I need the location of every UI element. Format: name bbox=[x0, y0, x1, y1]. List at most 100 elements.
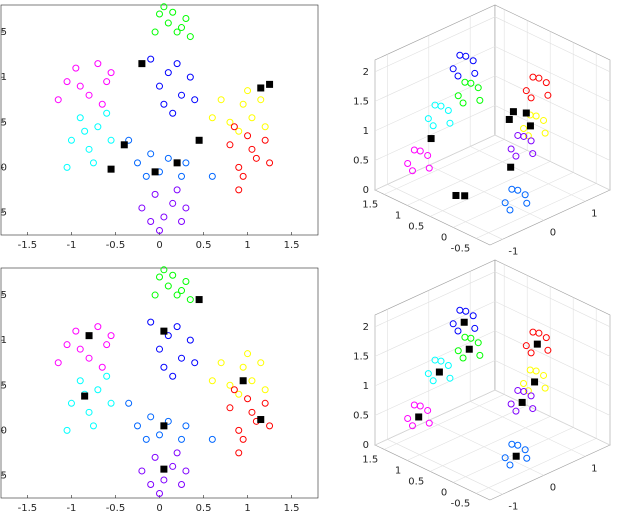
point-marker bbox=[514, 386, 522, 394]
point-marker bbox=[540, 116, 548, 124]
point-marker bbox=[94, 323, 102, 331]
point-marker bbox=[160, 266, 168, 274]
point-marker bbox=[76, 345, 84, 353]
point-marker bbox=[431, 356, 439, 364]
point-marker bbox=[76, 377, 84, 385]
point-marker bbox=[103, 341, 111, 349]
point-marker bbox=[541, 129, 549, 137]
point-marker bbox=[156, 82, 163, 90]
point-marker bbox=[454, 347, 462, 355]
point-marker bbox=[529, 405, 537, 413]
point-marker bbox=[522, 342, 530, 350]
point-marker bbox=[501, 199, 509, 207]
y-tick-label: 1 bbox=[1, 72, 7, 83]
x-tick-label: 0 bbox=[550, 482, 556, 493]
point-marker bbox=[459, 354, 467, 362]
point-marker bbox=[244, 87, 252, 95]
grid-line bbox=[494, 75, 611, 132]
grid-line bbox=[494, 389, 611, 446]
point-marker bbox=[474, 84, 482, 92]
point-marker bbox=[512, 152, 520, 160]
point-marker bbox=[156, 431, 163, 439]
grid-line bbox=[407, 150, 528, 206]
point-marker bbox=[182, 15, 190, 23]
point-marker bbox=[178, 217, 186, 225]
point-marker bbox=[230, 386, 238, 394]
point-marker bbox=[85, 354, 93, 362]
point-marker bbox=[261, 386, 269, 394]
point-marker bbox=[169, 271, 177, 279]
point-marker bbox=[469, 312, 477, 320]
plot-area bbox=[0, 4, 319, 236]
z-tick-label: 1 bbox=[363, 381, 369, 392]
point-marker bbox=[125, 399, 133, 407]
x-tick-label: 1.5 bbox=[284, 503, 300, 514]
point-marker bbox=[248, 145, 256, 153]
grid-line bbox=[494, 301, 611, 357]
point-marker bbox=[63, 163, 71, 171]
grid-line bbox=[476, 183, 597, 239]
point-marker bbox=[151, 28, 159, 36]
centroid-marker bbox=[195, 136, 203, 144]
grid-line bbox=[430, 416, 551, 472]
point-marker bbox=[173, 449, 181, 457]
centroid-marker bbox=[266, 80, 274, 88]
point-marker bbox=[235, 449, 243, 457]
z-tick-label: 0 bbox=[363, 185, 369, 196]
point-marker bbox=[76, 114, 84, 122]
centroid-marker bbox=[239, 377, 247, 385]
centroid-marker bbox=[531, 378, 539, 386]
y-tick-label: -0.5 bbox=[0, 207, 7, 218]
point-marker bbox=[542, 334, 550, 342]
y-tick-label: 0.5 bbox=[0, 380, 7, 391]
grid-line bbox=[407, 405, 528, 461]
z-tick-label: 1.5 bbox=[353, 96, 369, 107]
point-marker bbox=[208, 435, 216, 443]
point-marker bbox=[160, 476, 168, 484]
point-marker bbox=[160, 100, 168, 108]
x-tick-label: -1.5 bbox=[18, 503, 38, 514]
point-marker bbox=[156, 489, 163, 497]
point-marker bbox=[461, 78, 469, 86]
point-marker bbox=[542, 79, 550, 87]
point-marker bbox=[266, 159, 274, 167]
point-marker bbox=[456, 51, 464, 59]
point-marker bbox=[239, 100, 247, 108]
point-marker bbox=[160, 213, 168, 221]
point-marker bbox=[160, 363, 168, 371]
point-marker bbox=[527, 349, 535, 357]
x-tick-label: -1 bbox=[66, 240, 76, 251]
point-marker bbox=[408, 167, 416, 175]
grid-line bbox=[387, 439, 503, 495]
grid-line bbox=[430, 161, 551, 217]
point-marker bbox=[178, 91, 186, 99]
centroid-marker bbox=[518, 398, 526, 406]
point-marker bbox=[178, 172, 186, 180]
point-marker bbox=[138, 467, 146, 475]
plot-area bbox=[0, 267, 319, 499]
y-tick-label: -0.5 bbox=[451, 243, 471, 254]
point-marker bbox=[63, 426, 71, 434]
point-marker bbox=[239, 363, 247, 371]
point-marker bbox=[67, 399, 75, 407]
point-marker bbox=[424, 151, 432, 159]
point-marker bbox=[173, 28, 181, 36]
point-marker bbox=[72, 327, 80, 335]
y-tick-label: 0 bbox=[1, 162, 7, 173]
centroid-marker bbox=[533, 340, 541, 348]
point-marker bbox=[186, 73, 194, 81]
point-marker bbox=[261, 136, 269, 144]
z-tick-label: 2 bbox=[363, 322, 369, 333]
grid-line bbox=[494, 134, 611, 191]
point-marker bbox=[410, 146, 418, 154]
centroid-marker bbox=[465, 345, 473, 353]
y-tick-label: 0 bbox=[441, 232, 447, 243]
grid-line bbox=[384, 394, 505, 450]
point-marker bbox=[235, 390, 243, 398]
y-tick-label: 0.5 bbox=[0, 117, 7, 128]
point-marker bbox=[520, 125, 528, 133]
centroid-marker bbox=[151, 168, 159, 176]
point-marker bbox=[103, 109, 111, 117]
point-marker bbox=[173, 60, 181, 68]
y-tick-label: 1 bbox=[1, 335, 7, 346]
